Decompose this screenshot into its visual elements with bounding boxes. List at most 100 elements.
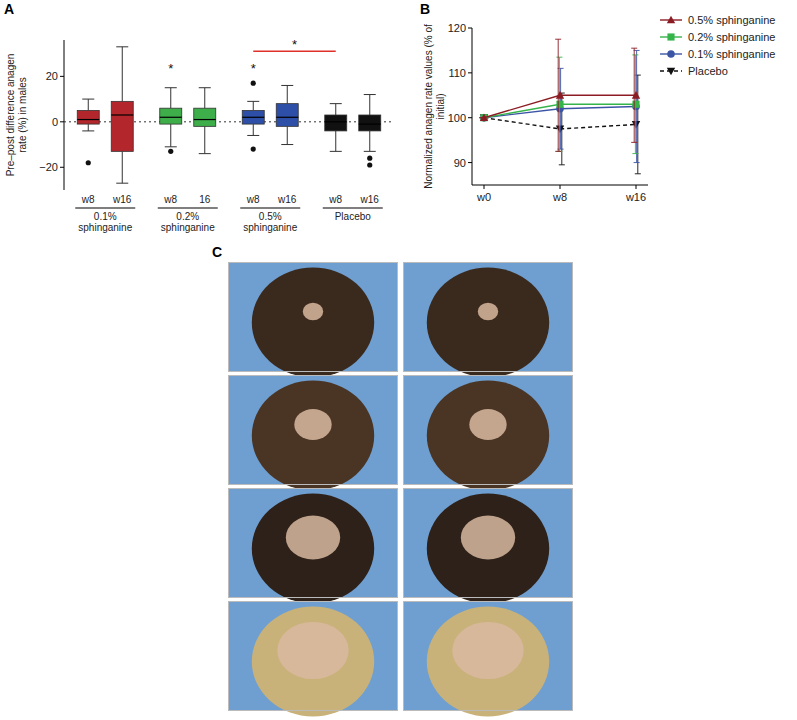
photo-scalp: [461, 516, 515, 560]
x-tick-label: w16: [112, 194, 132, 205]
legend-marker: [667, 16, 675, 24]
series-line: [484, 95, 636, 117]
figure: A−20020Pre–post difference anagenrate (%…: [0, 0, 797, 720]
y-tick: [468, 28, 472, 29]
whisker: [170, 124, 171, 147]
error-cap: [631, 48, 637, 49]
box: [359, 115, 381, 131]
median: [160, 117, 182, 118]
box: [242, 110, 264, 124]
whisker: [287, 85, 288, 103]
x-tick-label: w8: [81, 194, 95, 205]
median: [194, 119, 216, 120]
group-label: Placebo: [335, 211, 372, 222]
photo: [403, 375, 573, 491]
median: [276, 117, 298, 118]
whisker: [287, 126, 288, 144]
box: [325, 115, 347, 131]
point: [556, 126, 564, 134]
outlier: [251, 81, 256, 86]
photo: [228, 262, 398, 378]
median: [111, 114, 133, 115]
whisker-cap: [364, 94, 376, 95]
y-tick: [468, 117, 472, 118]
plot-area: [479, 39, 641, 174]
y-axis-title: Pre–post difference anagenrate (%) in ma…: [5, 54, 28, 177]
y-tick: [60, 121, 64, 122]
whisker-cap: [330, 103, 342, 104]
y-tick: [468, 162, 472, 163]
whisker-cap: [247, 135, 259, 136]
group-underline: [240, 207, 300, 208]
photo-frame: [404, 376, 573, 485]
whisker-cap: [82, 99, 94, 100]
whisker-cap: [116, 183, 128, 184]
error-cap: [632, 54, 638, 55]
group-label: 0.5%sphinganine: [243, 211, 297, 233]
median: [77, 119, 99, 120]
whisker: [253, 101, 254, 110]
whisker-cap: [364, 151, 376, 152]
y-axis-title: Normalized anagen rate values (% ofiniti…: [423, 24, 446, 189]
x-tick: [484, 185, 485, 189]
photo-head: [252, 494, 374, 604]
group-underline: [75, 207, 135, 208]
photo-frame: [229, 602, 398, 711]
whisker-cap: [199, 87, 211, 88]
median: [325, 121, 347, 122]
group-underline: [158, 207, 218, 208]
photo-head: [427, 607, 549, 717]
box: [77, 110, 99, 124]
whisker: [253, 124, 254, 135]
error-cap: [635, 173, 641, 174]
whisker: [88, 99, 89, 110]
whisker-cap: [165, 146, 177, 147]
legend-label: Placebo: [688, 65, 728, 77]
photo: [228, 375, 398, 491]
x-tick-label: w8: [552, 191, 567, 203]
x-tick-label: w8: [163, 194, 177, 205]
box: [160, 108, 182, 124]
error-cap: [632, 153, 638, 154]
point: [632, 91, 640, 99]
whisker-cap: [247, 101, 259, 102]
error-cap: [559, 164, 565, 165]
point: [556, 101, 563, 108]
legend-label: 0.1% sphinganine: [688, 48, 775, 60]
whisker-cap: [165, 87, 177, 88]
x-tick-label: w16: [360, 194, 380, 205]
x-tick-label: w16: [277, 194, 297, 205]
whisker-cap: [116, 46, 128, 47]
photo: [228, 488, 398, 604]
outlier-star: *: [251, 61, 256, 76]
outlier: [251, 146, 256, 151]
legend-marker: [667, 68, 675, 76]
whisker: [369, 95, 370, 115]
error-cap: [555, 151, 561, 152]
panel-label: A: [4, 1, 14, 17]
x-tick-label: w0: [476, 191, 491, 203]
error-cap: [555, 39, 561, 40]
whisker-cap: [82, 130, 94, 131]
photo-scalp: [277, 622, 348, 679]
whisker: [204, 88, 205, 108]
plot-area: [64, 47, 394, 183]
photo-scalp: [469, 409, 506, 440]
median: [359, 123, 381, 124]
photo-scalp: [452, 622, 523, 679]
outlier: [86, 160, 91, 165]
point: [480, 114, 488, 122]
whisker: [335, 104, 336, 115]
whisker-cap: [281, 85, 293, 86]
box: [111, 101, 133, 151]
x-tick: [636, 185, 637, 189]
photo-head: [252, 607, 374, 717]
photo-head: [252, 268, 374, 378]
whisker: [122, 47, 123, 102]
legend-marker: [667, 33, 674, 40]
panel-label: B: [420, 1, 430, 17]
y-tick-label: 120: [448, 22, 466, 34]
whisker: [122, 151, 123, 183]
legend-marker: [667, 50, 675, 58]
photo-scalp: [478, 303, 498, 321]
